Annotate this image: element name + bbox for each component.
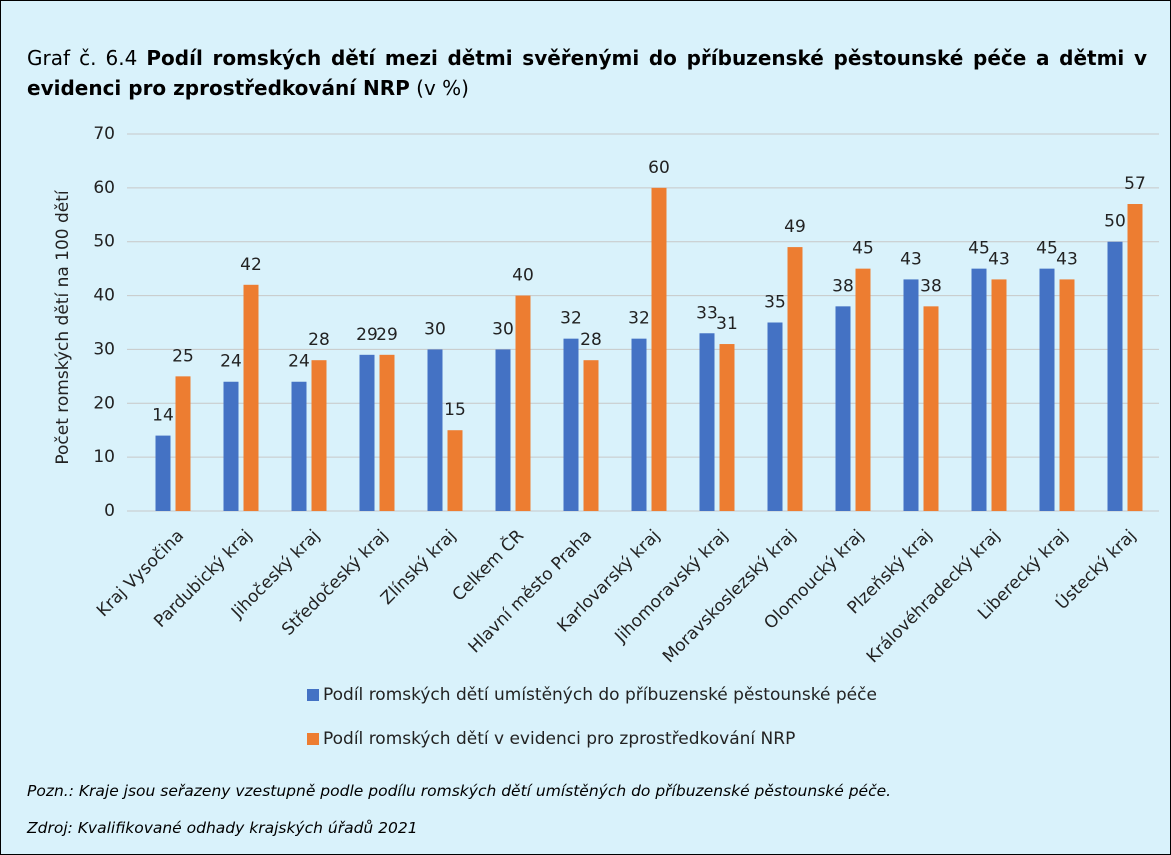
bar [291,381,307,511]
legend-swatch [307,689,319,701]
bar [359,354,375,511]
y-tick-label: 30 [93,339,115,359]
data-label: 43 [900,249,922,269]
data-label: 43 [988,249,1010,269]
legend-label: Podíl romských dětí v evidenci pro zpros… [323,729,795,749]
source: Zdroj: Kvalifikované odhady krajských úř… [27,819,418,837]
bar [311,360,327,511]
x-tick-label: Jihomoravský kraj [611,526,733,648]
data-label: 40 [512,266,534,286]
bar [1127,204,1143,511]
data-label: 45 [1036,239,1058,259]
data-label: 35 [764,293,786,313]
y-tick-label: 70 [93,124,115,144]
bar [1039,268,1055,511]
data-label: 43 [1056,249,1078,269]
bar [1107,241,1123,511]
bar [379,354,395,511]
bar [991,279,1007,511]
data-label: 49 [784,217,806,237]
data-label: 38 [832,276,854,296]
bar [495,349,511,511]
bar [175,376,191,511]
bar [447,430,463,511]
bar [583,360,599,511]
legend-label: Podíl romských dětí umístěných do příbuz… [323,685,877,705]
chart-title-block: Graf č. 6.4 Podíl romských dětí mezi dět… [27,43,1147,103]
data-label: 32 [628,309,650,329]
title-suffix: (v %) [416,76,469,100]
x-tick-label: Královéhradecký kraj [863,526,1004,667]
data-label: 42 [240,255,262,275]
y-axis-label: Počet romských dětí na 100 dětí [53,189,73,465]
data-label: 31 [716,314,738,334]
data-label: 15 [444,400,466,420]
data-label: 30 [424,319,446,339]
data-label: 24 [288,352,310,372]
y-tick-label: 50 [93,232,115,252]
data-label: 57 [1124,174,1146,194]
bar [971,268,987,511]
data-label: 29 [376,325,398,345]
bar [1059,279,1075,511]
data-label: 33 [696,303,718,323]
data-label: 45 [852,239,874,259]
bar [427,349,443,511]
title-prefix: Graf č. 6.4 [27,46,138,70]
data-label: 28 [308,330,330,350]
bar [631,338,647,511]
data-label: 60 [648,158,670,178]
bar [651,187,667,511]
y-tick-label: 0 [104,501,115,521]
y-tick-label: 20 [93,393,115,413]
bar [515,295,531,511]
legend-swatch [307,733,319,745]
data-label: 32 [560,309,582,329]
x-tick-label: Moravskoslezský kraj [659,526,800,667]
data-label: 24 [220,352,242,372]
y-tick-label: 10 [93,447,115,467]
bar [923,306,939,511]
data-label: 29 [356,325,378,345]
chart-title: Podíl romských dětí mezi dětmi svěřenými… [27,46,1147,100]
data-label: 25 [172,346,194,366]
note: Pozn.: Kraje jsou seřazeny vzestupně pod… [27,782,892,800]
bar [855,268,871,511]
data-label: 30 [492,319,514,339]
x-tick-label: Hlavní město Praha [465,526,596,657]
bar [787,247,803,511]
data-label: 14 [152,406,174,426]
data-label: 38 [920,276,942,296]
bar [223,381,239,511]
bar [243,284,259,511]
data-label: 45 [968,239,990,259]
bar [155,435,171,511]
data-label: 50 [1104,212,1126,232]
data-label: 28 [580,330,602,350]
bar [903,279,919,511]
bar [767,322,783,511]
y-tick-label: 60 [93,178,115,198]
bar [719,344,735,511]
bar [563,338,579,511]
bar [835,306,851,511]
y-tick-label: 40 [93,286,115,306]
bar [699,333,715,511]
